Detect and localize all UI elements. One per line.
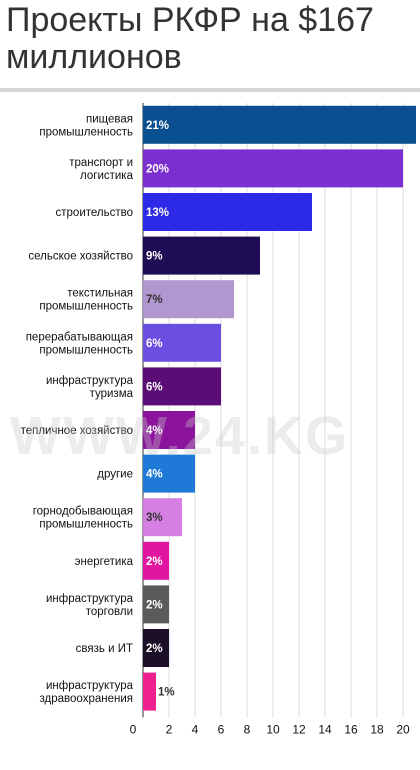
data-label: 2% — [146, 556, 163, 568]
x-tick-label: 8 — [244, 722, 251, 736]
chart-title: Проекты РКФР на $167 миллионов — [6, 1, 374, 76]
x-tick-label: 2 — [166, 722, 173, 736]
category-label: перерабатывающая промышленность — [26, 331, 133, 356]
bar — [143, 149, 403, 188]
data-label: 2% — [146, 643, 163, 655]
category-label: горнодобывающая промышленность — [33, 506, 133, 531]
data-label: 2% — [146, 599, 163, 611]
x-tick-label: 0 — [130, 722, 137, 736]
bar — [143, 105, 416, 144]
data-label: 1% — [158, 687, 175, 699]
category-label: транспорт и логистика — [69, 157, 133, 182]
category-label: инфраструктура здравоохранения — [40, 680, 134, 705]
category-label: инфраструктура торговли — [46, 593, 134, 618]
title-divider — [0, 88, 420, 92]
bar — [143, 454, 195, 493]
data-label: 13% — [146, 207, 169, 219]
bar — [143, 629, 169, 667]
data-label: 3% — [146, 512, 163, 524]
x-tick-label: 6 — [218, 722, 225, 736]
category-label: текстильная промышленность — [39, 288, 133, 313]
data-label: 4% — [146, 425, 163, 437]
bar — [143, 280, 234, 319]
data-label: 6% — [146, 381, 163, 393]
x-tick-label: 20 — [396, 722, 410, 736]
bar — [143, 323, 221, 362]
category-label: сельское хозяйство — [28, 251, 133, 263]
data-label: 4% — [146, 469, 163, 481]
data-label: 7% — [146, 294, 163, 306]
x-tick-label: 14 — [318, 722, 332, 736]
x-tick-label: 10 — [266, 722, 280, 736]
bar — [143, 672, 156, 711]
category-label: тепличное хозяйство — [21, 425, 133, 437]
bar — [143, 367, 221, 406]
data-label: 9% — [146, 251, 163, 263]
watermark: WWW.24.KG — [10, 406, 349, 466]
bar — [143, 411, 195, 449]
data-label: 20% — [146, 163, 169, 175]
bar — [143, 585, 169, 624]
data-label: 6% — [146, 338, 163, 350]
category-label: связь и ИТ — [76, 643, 133, 655]
category-label: строительство — [56, 207, 133, 219]
x-tick-label: 4 — [192, 722, 199, 736]
category-label: энергетика — [75, 556, 134, 568]
x-tick-label: 18 — [370, 722, 384, 736]
category-label: инфраструктура туризма — [46, 375, 134, 400]
category-label: другие — [97, 469, 133, 481]
bar — [143, 541, 169, 580]
data-label: 21% — [146, 120, 169, 132]
category-label: пищевая промышленность — [39, 113, 133, 138]
bar — [143, 236, 260, 275]
x-tick-label: 12 — [292, 722, 306, 736]
bar — [143, 498, 182, 537]
x-tick-label: 16 — [344, 722, 358, 736]
bar — [143, 193, 312, 231]
